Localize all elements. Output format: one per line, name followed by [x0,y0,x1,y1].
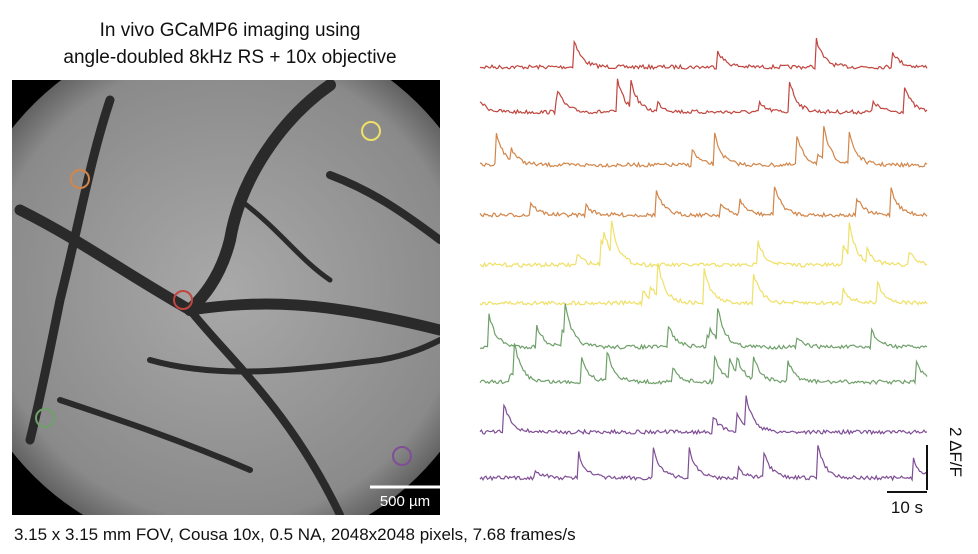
microscopy-image [12,80,440,515]
roi [392,446,412,466]
vessel [186,306,344,515]
vessels [14,80,440,515]
vessel [326,171,440,244]
trace [479,445,928,482]
field-of-view [12,80,440,515]
roi [70,169,90,189]
trace [479,125,928,168]
traces [479,37,928,482]
trace [479,263,928,308]
trace [479,303,928,351]
caption: 3.15 x 3.15 mm FOV, Cousa 10x, 0.5 NA, 2… [14,525,576,544]
trace [479,395,928,436]
vessel [147,337,440,375]
roi-markers [35,121,412,466]
vessel [25,95,115,445]
trace [479,343,928,386]
vessel [57,397,253,473]
title-line: angle-doubled 8kHz RS + 10x objective [63,47,396,68]
trace [479,78,928,116]
vessel [237,197,333,283]
scale-x-label: 10 s [891,498,923,517]
image-scale-label: 500 µm [380,493,430,510]
trace [479,220,928,269]
roi [35,408,55,428]
trace [479,186,928,219]
scale-y-label: 2 ΔF/F [946,427,965,477]
title-line: In vivo GCaMP6 imaging using [100,20,361,41]
roi [361,121,381,141]
vessel [184,80,336,316]
roi [173,290,193,310]
trace [479,37,928,71]
